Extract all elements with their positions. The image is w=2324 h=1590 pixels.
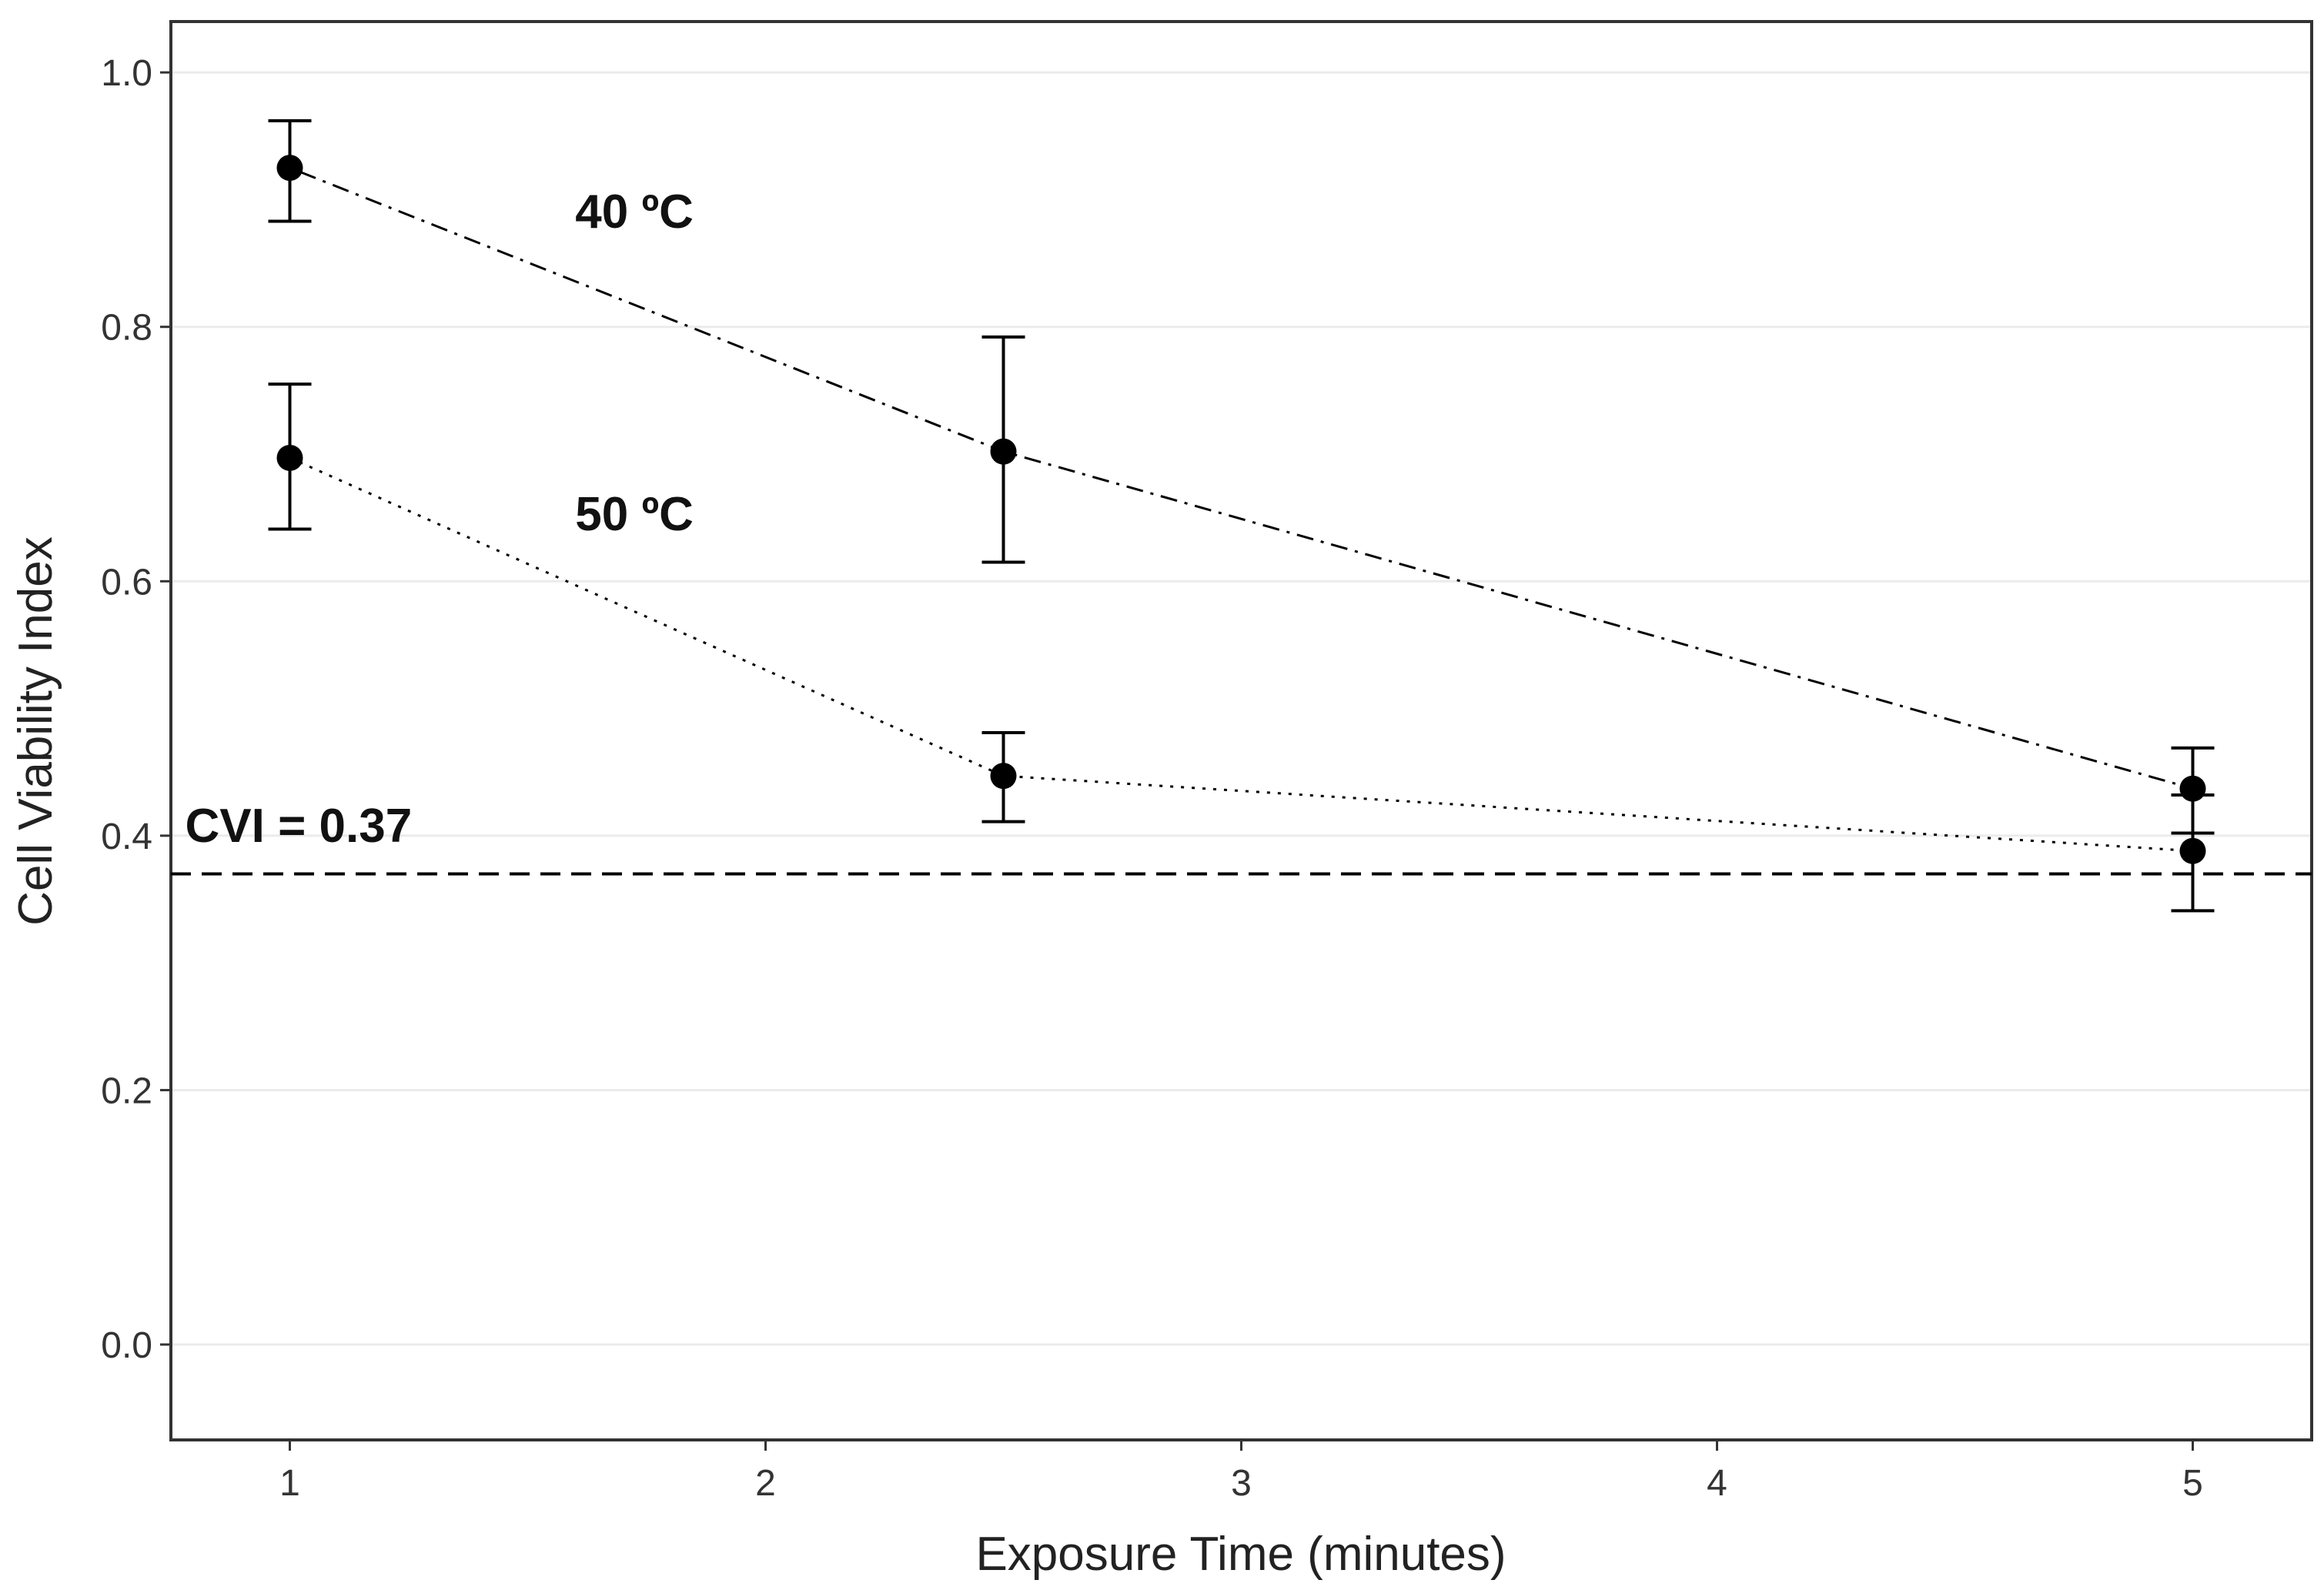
series-group: 50 ºC	[268, 382, 2215, 913]
x-tick-label: 5	[2182, 1463, 2203, 1504]
series-line	[289, 456, 2193, 853]
y-tick-label: 0.8	[101, 308, 152, 349]
reference-line-group: CVI = 0.37	[171, 800, 2312, 876]
data-point	[276, 155, 303, 182]
series-label: 50 ºC	[575, 488, 694, 541]
data-point	[990, 438, 1017, 465]
data-series: 40 ºC 50 ºC	[268, 119, 2215, 913]
y-axis: 0.0 0.2 0.4 0.6 0.8 1.0	[101, 53, 171, 1366]
x-tick-label: 4	[1707, 1463, 1727, 1504]
y-tick-label: 1.0	[101, 53, 152, 94]
y-tick-label: 0.2	[101, 1071, 152, 1111]
y-tick-label: 0.6	[101, 562, 152, 603]
data-point	[2179, 837, 2206, 864]
x-axis-title: Exposure Time (minutes)	[975, 1528, 1506, 1581]
y-tick-label: 0.4	[101, 817, 152, 857]
reference-line-label: CVI = 0.37	[186, 800, 413, 853]
data-point	[276, 444, 303, 471]
x-tick-label: 1	[279, 1463, 300, 1504]
data-point	[990, 763, 1017, 790]
x-tick-label: 2	[755, 1463, 776, 1504]
y-tick-label: 0.0	[101, 1325, 152, 1366]
x-axis: 1 2 3 4 5	[279, 1440, 2203, 1504]
y-axis-title: Cell Viability Index	[9, 536, 62, 925]
gridlines	[171, 71, 2312, 1346]
series-group: 40 ºC	[268, 119, 2215, 835]
x-tick-label: 3	[1231, 1463, 1252, 1504]
series-label: 40 ºC	[575, 185, 694, 239]
